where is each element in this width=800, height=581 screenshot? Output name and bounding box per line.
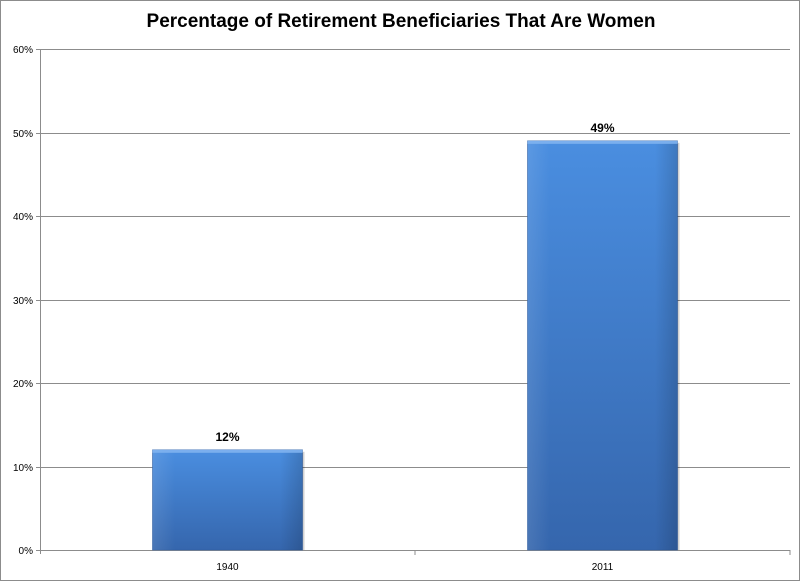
y-tick-label: 40% [13,212,33,223]
bar-top-highlight [152,449,303,453]
data-label: 12% [215,430,239,444]
bar-shading [152,449,303,550]
data-label: 49% [590,121,614,135]
x-tick-label: 2011 [592,562,614,573]
bar-1940 [152,449,305,551]
x-tick-label: 1940 [216,562,239,573]
y-tick-label: 10% [13,463,33,474]
y-tick-label: 50% [13,129,33,140]
y-tick-label: 0% [19,546,34,557]
y-tick-label: 30% [13,296,33,307]
y-tick-label: 20% [13,379,33,390]
bar-2011 [527,140,680,551]
y-tick-label: 60% [13,45,33,56]
chart-title: Percentage of Retirement Beneficiaries T… [146,11,656,32]
bar-shading [527,140,678,550]
bar-top-highlight [527,140,678,144]
